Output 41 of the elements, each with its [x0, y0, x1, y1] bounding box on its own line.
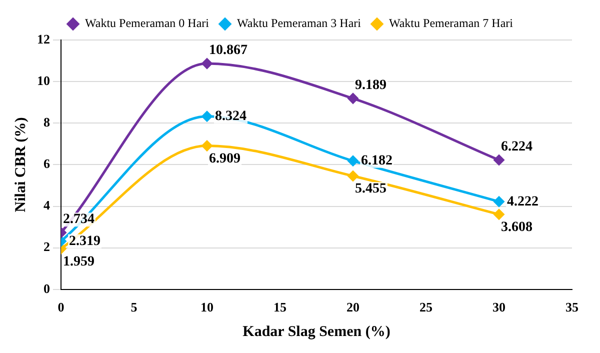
y-tick-label: 4	[44, 198, 50, 213]
point	[348, 170, 358, 182]
data-label: 8.324	[215, 109, 246, 124]
point	[202, 58, 212, 69]
y-tick-label: 2	[44, 239, 50, 254]
x-tick-label: 20	[346, 300, 360, 315]
legend-label: Waktu Pemeraman 7 Hari	[388, 16, 514, 30]
data-label: 10.867	[209, 43, 248, 58]
data-label: 2.319	[69, 234, 100, 249]
data-label: 9.189	[355, 78, 386, 94]
data-label: 6.182	[361, 154, 392, 169]
x-tick-label: 0	[58, 300, 64, 315]
data-label: 4.222	[507, 194, 538, 210]
x-tick-label: 35	[566, 300, 579, 315]
data-label: 5.455	[355, 182, 386, 197]
point	[494, 196, 504, 207]
y-axis-title: Nilai CBR (%)	[12, 117, 29, 212]
data-label: 1.959	[63, 254, 94, 270]
data-label: 2.734	[63, 212, 94, 228]
point	[348, 156, 358, 166]
point	[494, 154, 504, 166]
x-tick-label: 10	[200, 300, 214, 315]
point	[202, 111, 212, 122]
legend-label: Waktu Pemeraman 0 Hari	[85, 16, 210, 30]
y-tick-label: 10	[37, 72, 50, 88]
x-tick-label: 15	[274, 300, 287, 315]
point	[348, 93, 358, 104]
y-tick-label: 6	[44, 156, 50, 172]
x-tick-label: 30	[492, 300, 506, 315]
data-label: 6.224	[501, 140, 532, 155]
point	[202, 140, 212, 152]
data-label: 3.608	[501, 220, 532, 236]
legend-label: Waktu Pemeraman 3 Hari	[237, 16, 362, 30]
y-tick-label: 0	[44, 280, 50, 296]
x-axis-title: Kadar Slag Semen (%)	[242, 324, 390, 340]
point	[494, 209, 504, 220]
x-tick-label: 25	[420, 300, 433, 315]
data-label: 6.909	[209, 151, 240, 166]
x-tick-label: 5	[130, 300, 138, 315]
y-tick-label: 8	[44, 114, 50, 130]
y-tick-label: 12	[37, 31, 50, 46]
